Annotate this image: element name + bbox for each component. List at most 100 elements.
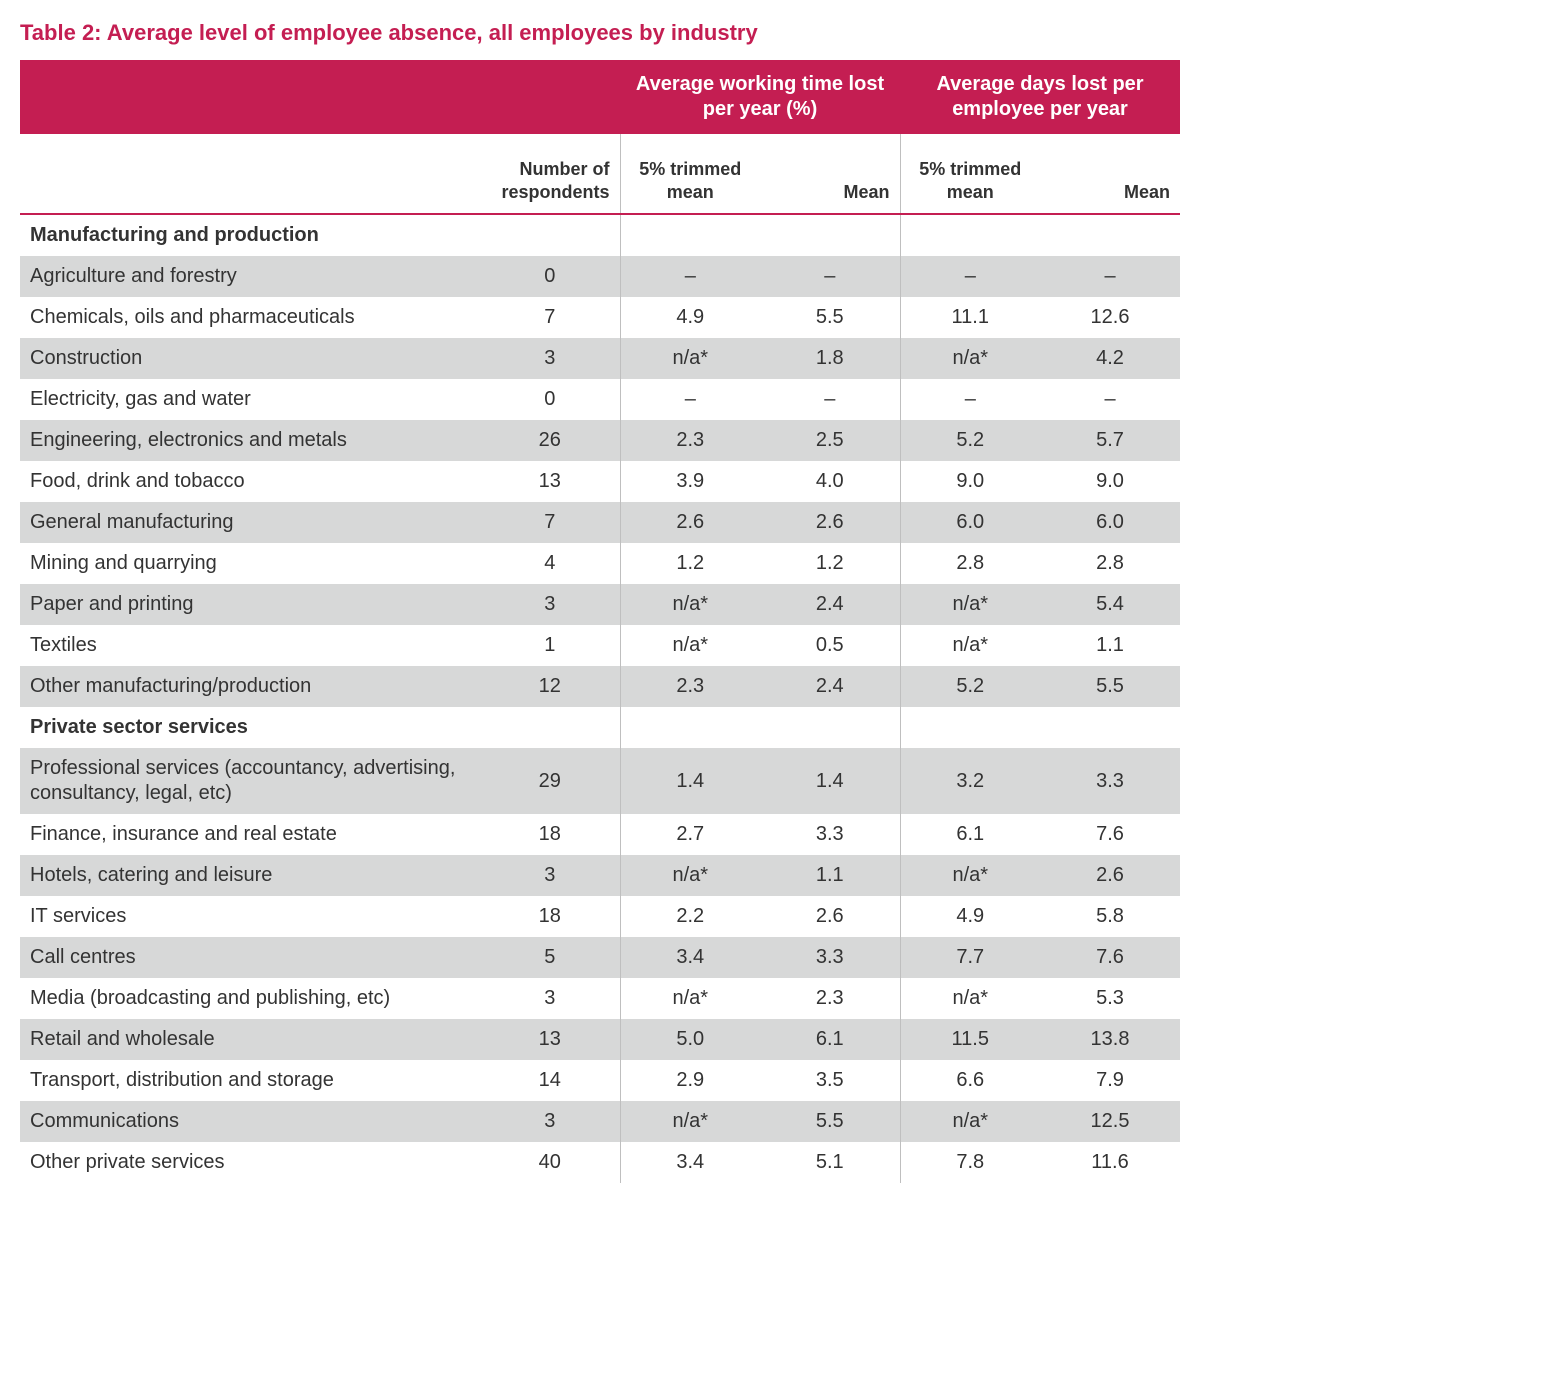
cell-g1b: 2.4 [760, 584, 900, 625]
cell-g1a: 2.2 [620, 896, 760, 937]
cell-resp: 3 [480, 978, 620, 1019]
table-row: Hotels, catering and leisure3n/a*1.1n/a*… [20, 855, 1180, 896]
cell-g2b: – [1040, 256, 1180, 297]
cell-g1a: – [620, 256, 760, 297]
cell-g1a: n/a* [620, 1101, 760, 1142]
section-empty-cell [620, 214, 760, 256]
cell-resp: 7 [480, 502, 620, 543]
table-row: Media (broadcasting and publishing, etc)… [20, 978, 1180, 1019]
cell-g1a: n/a* [620, 855, 760, 896]
table-body: Manufacturing and productionAgriculture … [20, 214, 1180, 1183]
cell-g2b: 7.6 [1040, 937, 1180, 978]
subhead-g2b: Mean [1040, 134, 1180, 214]
cell-g1b: 1.8 [760, 338, 900, 379]
cell-g2b: 9.0 [1040, 461, 1180, 502]
table-row: Engineering, electronics and metals262.3… [20, 420, 1180, 461]
table-row: Mining and quarrying41.21.22.82.8 [20, 543, 1180, 584]
cell-resp: 13 [480, 1019, 620, 1060]
row-label: Other manufacturing/production [20, 666, 480, 707]
cell-resp: 18 [480, 896, 620, 937]
cell-g2b: 5.4 [1040, 584, 1180, 625]
cell-g1a: 3.9 [620, 461, 760, 502]
cell-g1b: 1.4 [760, 748, 900, 814]
header-spacer [20, 60, 620, 134]
table-row: Communications3n/a*5.5n/a*12.5 [20, 1101, 1180, 1142]
row-label: Other private services [20, 1142, 480, 1183]
cell-resp: 1 [480, 625, 620, 666]
cell-g2b: 5.3 [1040, 978, 1180, 1019]
cell-g2a: – [900, 379, 1040, 420]
cell-g2a: 9.0 [900, 461, 1040, 502]
section-empty-cell [1040, 707, 1180, 748]
cell-resp: 3 [480, 1101, 620, 1142]
cell-g1a: 4.9 [620, 297, 760, 338]
cell-g2b: 7.6 [1040, 814, 1180, 855]
cell-g2a: 2.8 [900, 543, 1040, 584]
cell-g1a: – [620, 379, 760, 420]
cell-g2a: 6.6 [900, 1060, 1040, 1101]
row-label: Communications [20, 1101, 480, 1142]
table-row: Transport, distribution and storage142.9… [20, 1060, 1180, 1101]
cell-g1a: n/a* [620, 978, 760, 1019]
section-empty-cell [900, 707, 1040, 748]
table-title: Table 2: Average level of employee absen… [20, 20, 1180, 46]
cell-g2a: 4.9 [900, 896, 1040, 937]
cell-g1a: 3.4 [620, 937, 760, 978]
cell-resp: 5 [480, 937, 620, 978]
cell-resp: 3 [480, 584, 620, 625]
subhead-g2a: 5% trimmed mean [900, 134, 1040, 214]
section-title: Manufacturing and production [20, 214, 480, 256]
cell-g2a: 11.1 [900, 297, 1040, 338]
table-row: General manufacturing72.62.66.06.0 [20, 502, 1180, 543]
cell-g2b: 11.6 [1040, 1142, 1180, 1183]
cell-g1b: 2.4 [760, 666, 900, 707]
section-title: Private sector services [20, 707, 480, 748]
cell-g1a: n/a* [620, 625, 760, 666]
cell-g2b: 2.8 [1040, 543, 1180, 584]
subheader-row: Number of respondents 5% trimmed mean Me… [20, 134, 1180, 214]
cell-g1a: 3.4 [620, 1142, 760, 1183]
row-label: Media (broadcasting and publishing, etc) [20, 978, 480, 1019]
cell-g2b: 3.3 [1040, 748, 1180, 814]
cell-g1a: n/a* [620, 584, 760, 625]
row-label: General manufacturing [20, 502, 480, 543]
table-row: Other manufacturing/production122.32.45.… [20, 666, 1180, 707]
cell-g1a: 2.3 [620, 420, 760, 461]
table-row: Chemicals, oils and pharmaceuticals74.95… [20, 297, 1180, 338]
cell-resp: 0 [480, 256, 620, 297]
cell-g1b: 5.5 [760, 297, 900, 338]
cell-resp: 3 [480, 338, 620, 379]
row-label: Paper and printing [20, 584, 480, 625]
subhead-respondents: Number of respondents [480, 134, 620, 214]
section-empty-cell [760, 707, 900, 748]
cell-g2b: – [1040, 379, 1180, 420]
cell-g2b: 12.6 [1040, 297, 1180, 338]
cell-g2a: 5.2 [900, 666, 1040, 707]
cell-g2b: 1.1 [1040, 625, 1180, 666]
table-container: Table 2: Average level of employee absen… [20, 20, 1180, 1183]
cell-g1b: – [760, 379, 900, 420]
cell-g1b: 3.5 [760, 1060, 900, 1101]
row-label: Textiles [20, 625, 480, 666]
section-empty-cell [760, 214, 900, 256]
cell-g2b: 13.8 [1040, 1019, 1180, 1060]
cell-g2b: 6.0 [1040, 502, 1180, 543]
cell-g2b: 4.2 [1040, 338, 1180, 379]
row-label: Hotels, catering and leisure [20, 855, 480, 896]
cell-g2a: n/a* [900, 978, 1040, 1019]
section-empty-cell [900, 214, 1040, 256]
cell-g1b: 6.1 [760, 1019, 900, 1060]
cell-resp: 29 [480, 748, 620, 814]
table-row: Other private services403.45.17.811.6 [20, 1142, 1180, 1183]
cell-resp: 7 [480, 297, 620, 338]
cell-g2a: 6.0 [900, 502, 1040, 543]
header-group2: Average days lost per employee per year [900, 60, 1180, 134]
cell-g1b: 2.3 [760, 978, 900, 1019]
subhead-empty [20, 134, 480, 214]
header-row-groups: Average working time lost per year (%) A… [20, 60, 1180, 134]
cell-g1b: 1.1 [760, 855, 900, 896]
table-row: Professional services (accountancy, adve… [20, 748, 1180, 814]
subhead-g1b: Mean [760, 134, 900, 214]
cell-g2a: n/a* [900, 584, 1040, 625]
cell-g1a: 2.7 [620, 814, 760, 855]
